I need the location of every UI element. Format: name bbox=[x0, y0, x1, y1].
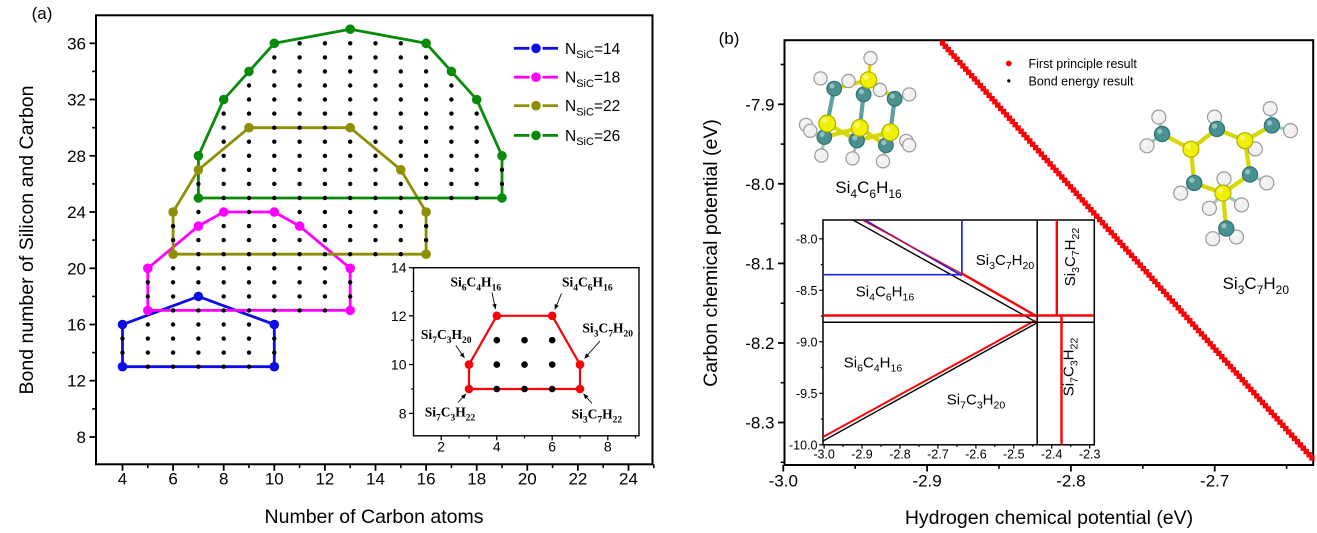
svg-text:Si6C4H16: Si6C4H16 bbox=[844, 355, 903, 375]
svg-text:24: 24 bbox=[619, 470, 638, 489]
svg-text:Si7C3H22: Si7C3H22 bbox=[1061, 338, 1081, 397]
svg-text:6: 6 bbox=[168, 470, 177, 489]
svg-text:-2.3: -2.3 bbox=[1079, 448, 1101, 462]
svg-text:6: 6 bbox=[548, 439, 556, 455]
svg-text:-9.5: -9.5 bbox=[796, 387, 818, 401]
svg-text:Bond number of Silicon and Car: Bond number of Silicon and Carbon bbox=[16, 86, 38, 395]
svg-text:NSiC=14: NSiC=14 bbox=[565, 41, 621, 61]
svg-text:20: 20 bbox=[518, 470, 537, 489]
svg-text:-2.4: -2.4 bbox=[1041, 448, 1063, 462]
svg-text:16: 16 bbox=[67, 316, 86, 335]
svg-text:12: 12 bbox=[315, 470, 334, 489]
svg-text:(b): (b) bbox=[719, 29, 740, 48]
svg-text:-2.6: -2.6 bbox=[965, 448, 987, 462]
svg-text:28: 28 bbox=[67, 147, 86, 166]
svg-text:10: 10 bbox=[391, 357, 407, 373]
svg-text:2: 2 bbox=[437, 439, 445, 455]
svg-text:24: 24 bbox=[67, 203, 86, 222]
svg-text:Si3C7H20: Si3C7H20 bbox=[976, 252, 1035, 272]
svg-text:8: 8 bbox=[399, 405, 407, 421]
svg-text:-2.5: -2.5 bbox=[1003, 448, 1025, 462]
svg-text:Carbon chemical potential (eV): Carbon chemical potential (eV) bbox=[700, 119, 722, 387]
svg-text:Si7C3H20: Si7C3H20 bbox=[421, 327, 472, 346]
svg-text:Hydrogen chemical potential (e: Hydrogen chemical potential (eV) bbox=[905, 507, 1193, 529]
svg-text:NSiC=22: NSiC=22 bbox=[565, 98, 620, 118]
svg-text:Si7C3H20: Si7C3H20 bbox=[947, 392, 1006, 412]
svg-text:Number of Carbon atoms: Number of Carbon atoms bbox=[265, 506, 484, 528]
svg-text:First principle result: First principle result bbox=[1029, 57, 1138, 71]
svg-text:22: 22 bbox=[568, 470, 587, 489]
svg-text:10: 10 bbox=[265, 470, 284, 489]
svg-text:Si6C4H16: Si6C4H16 bbox=[451, 275, 502, 294]
svg-text:-8.2: -8.2 bbox=[745, 334, 774, 353]
svg-text:NSiC=26: NSiC=26 bbox=[565, 128, 620, 148]
svg-text:8: 8 bbox=[604, 439, 612, 455]
svg-text:-3.0: -3.0 bbox=[769, 472, 798, 491]
svg-text:8: 8 bbox=[219, 470, 228, 489]
svg-text:Si3C7H20: Si3C7H20 bbox=[1223, 274, 1290, 297]
svg-text:Si3C7H22: Si3C7H22 bbox=[572, 407, 623, 426]
svg-text:(a): (a) bbox=[32, 4, 53, 23]
svg-text:-8.0: -8.0 bbox=[796, 232, 818, 246]
svg-text:36: 36 bbox=[67, 34, 86, 53]
svg-text:14: 14 bbox=[366, 470, 385, 489]
svg-text:12: 12 bbox=[67, 372, 86, 391]
svg-text:-2.9: -2.9 bbox=[851, 448, 873, 462]
svg-text:Si4C6H16: Si4C6H16 bbox=[562, 275, 613, 294]
svg-text:-8.3: -8.3 bbox=[745, 414, 774, 433]
svg-text:Si3C7H20: Si3C7H20 bbox=[582, 321, 633, 340]
svg-text:-3.0: -3.0 bbox=[813, 448, 835, 462]
svg-text:Si4C6H16: Si4C6H16 bbox=[835, 178, 902, 201]
svg-text:-8.1: -8.1 bbox=[745, 254, 774, 273]
svg-text:Si3C7H22: Si3C7H22 bbox=[1062, 228, 1082, 287]
svg-text:Si7C3H22: Si7C3H22 bbox=[425, 405, 476, 424]
svg-text:Si4C6H16: Si4C6H16 bbox=[856, 284, 915, 304]
svg-text:32: 32 bbox=[67, 91, 86, 110]
svg-text:-8.5: -8.5 bbox=[796, 284, 818, 298]
svg-text:-10.0: -10.0 bbox=[789, 438, 818, 452]
svg-text:Bond energy result: Bond energy result bbox=[1029, 74, 1134, 88]
svg-text:18: 18 bbox=[467, 470, 486, 489]
svg-text:-2.8: -2.8 bbox=[1056, 472, 1085, 491]
svg-text:-2.7: -2.7 bbox=[927, 448, 949, 462]
svg-text:12: 12 bbox=[391, 308, 407, 324]
svg-text:-2.9: -2.9 bbox=[912, 472, 941, 491]
svg-text:14: 14 bbox=[391, 260, 407, 276]
svg-text:NSiC=18: NSiC=18 bbox=[565, 70, 620, 90]
svg-text:4: 4 bbox=[118, 470, 127, 489]
svg-text:-9.0: -9.0 bbox=[796, 335, 818, 349]
svg-text:-7.9: -7.9 bbox=[745, 95, 774, 114]
svg-text:4: 4 bbox=[493, 439, 501, 455]
svg-text:16: 16 bbox=[417, 470, 436, 489]
svg-text:-8.0: -8.0 bbox=[745, 175, 774, 194]
svg-text:-2.8: -2.8 bbox=[889, 448, 911, 462]
svg-text:8: 8 bbox=[77, 428, 86, 447]
svg-text:-2.7: -2.7 bbox=[1200, 472, 1229, 491]
svg-text:20: 20 bbox=[67, 259, 86, 278]
